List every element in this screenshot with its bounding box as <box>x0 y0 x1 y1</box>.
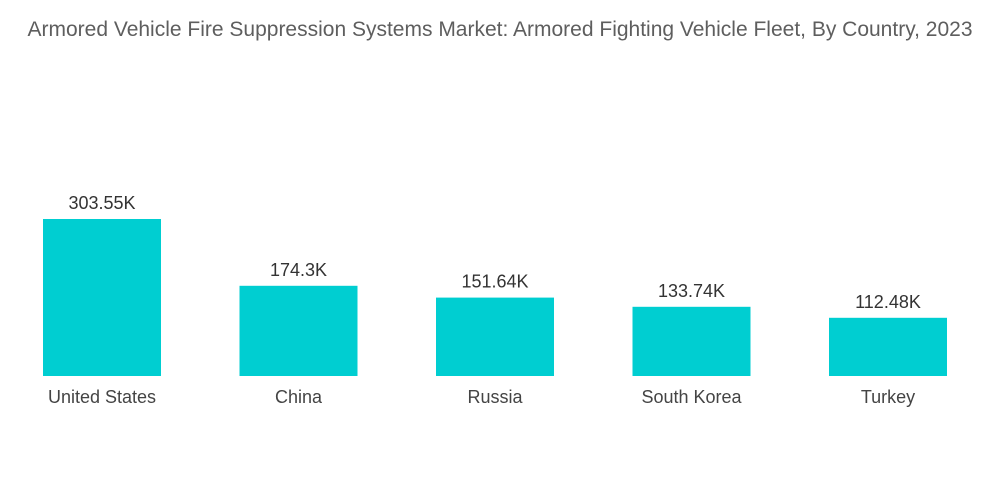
chart-title: Armored Vehicle Fire Suppression Systems… <box>27 18 973 41</box>
data-label-united-states: 303.55K <box>68 193 135 213</box>
bars-group <box>43 219 947 376</box>
category-label-united-states: United States <box>48 387 156 407</box>
bar-turkey <box>829 317 947 376</box>
bar-russia <box>436 297 554 376</box>
category-label-south-korea: South Korea <box>641 387 742 407</box>
category-label-turkey: Turkey <box>861 387 915 407</box>
data-label-south-korea: 133.74K <box>658 281 725 301</box>
bar-china <box>239 285 358 376</box>
data-labels-group: 303.55K 174.3K 151.64K 133.74K 112.48K <box>68 193 920 312</box>
data-label-russia: 151.64K <box>461 272 528 292</box>
data-label-china: 174.3K <box>270 260 327 280</box>
category-label-russia: Russia <box>467 387 523 407</box>
category-labels-group: United States China Russia South Korea Turke… <box>48 387 915 407</box>
bar-south-korea <box>632 306 751 376</box>
data-label-turkey: 112.48K <box>855 292 921 312</box>
category-label-china: China <box>275 387 323 407</box>
bar-united-states <box>43 219 161 376</box>
